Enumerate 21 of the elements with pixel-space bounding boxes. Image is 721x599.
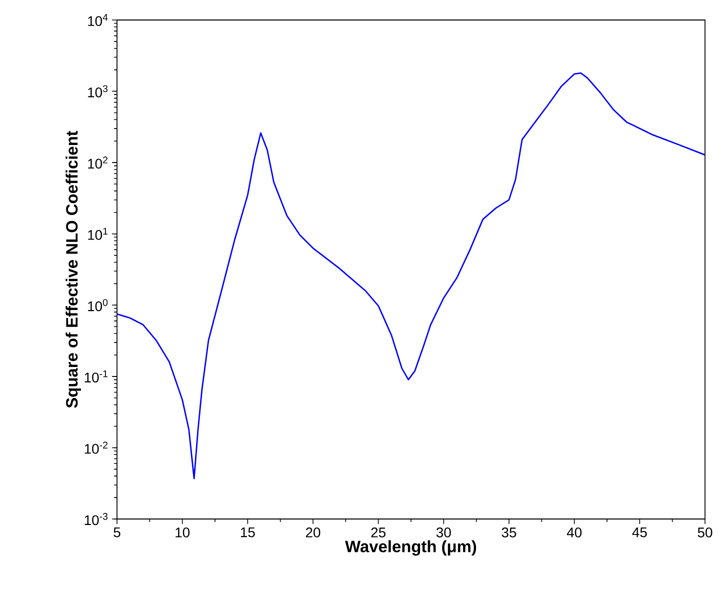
- y-tick-label: 10$^{1}$: [88, 228, 108, 240]
- x-tick-label: 15: [240, 528, 255, 538]
- y-tick-label: 10$^{4}$: [88, 14, 108, 26]
- x-tick-label: 40: [566, 528, 582, 538]
- x-tick-label: 30: [436, 528, 451, 538]
- x-tick-label: 50: [698, 528, 712, 538]
- x-tick-label: 25: [371, 528, 386, 538]
- x-tick-label: 20: [306, 528, 320, 538]
- x-tick-label: 5: [114, 528, 120, 538]
- y-tick-label: 10$^{3}$: [88, 85, 108, 98]
- y-axis-title: Square of Effective NLO Coefficient: [66, 130, 81, 408]
- y-tick-label: 10$^{-2}$: [84, 442, 108, 454]
- x-tick-label: 45: [632, 528, 647, 538]
- x-axis-title: Wavelength (μm): [345, 540, 476, 556]
- line-series: [117, 72, 706, 480]
- y-tick-label: 10$^{-1}$: [84, 370, 108, 382]
- y-tick-label: 10$^{0}$: [88, 299, 108, 312]
- y-tick-label: 10$^{-3}$: [84, 512, 108, 526]
- x-tick-label: 10: [176, 528, 190, 538]
- y-tick-label: 10$^{2}$: [88, 156, 108, 169]
- x-tick-label: 35: [502, 528, 516, 538]
